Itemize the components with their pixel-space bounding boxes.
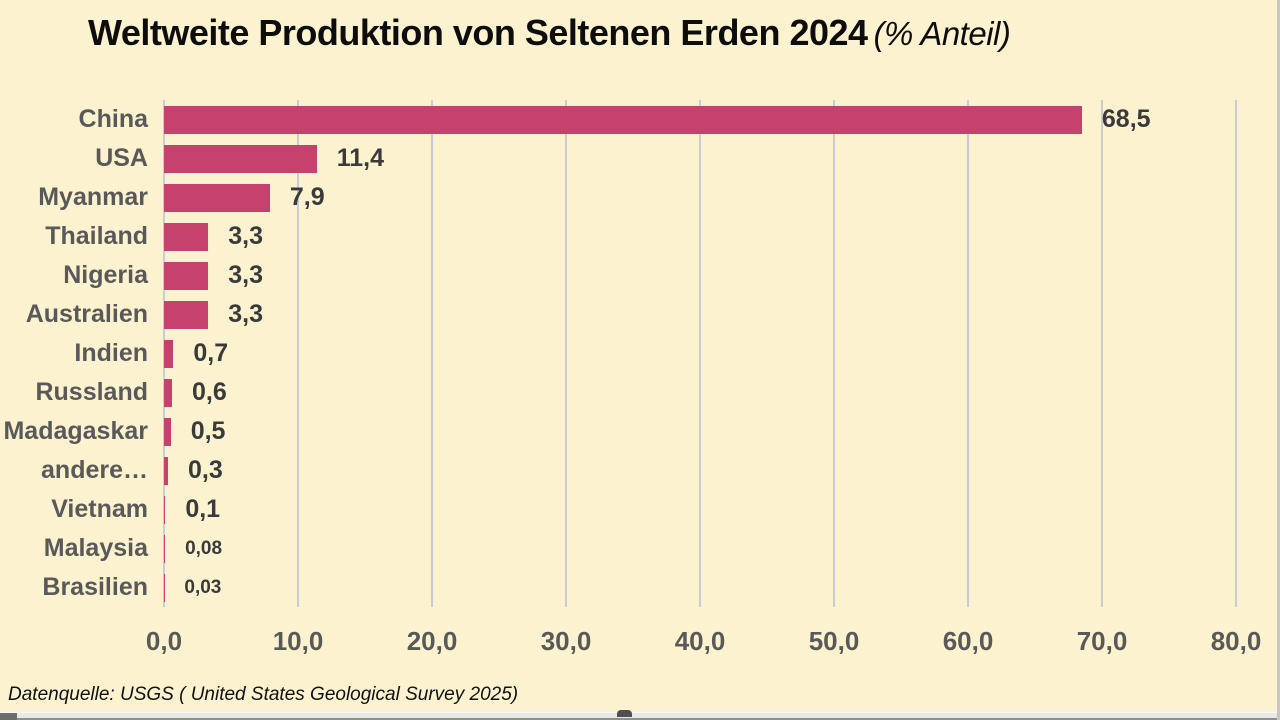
bar-row: 0,5 [164, 412, 1236, 451]
bar-row: 11,4 [164, 139, 1236, 178]
scrollbar-thumb[interactable] [617, 710, 632, 717]
bar [164, 222, 209, 251]
category-label: Madagaskar [3, 417, 148, 445]
window-right-border [1277, 0, 1280, 720]
gridline [967, 100, 969, 607]
source-note: Datenquelle: USGS ( United States Geolog… [8, 684, 519, 705]
bar-row: 0,03 [164, 568, 1236, 607]
bar-row: 0,1 [164, 490, 1236, 529]
bar [164, 183, 270, 212]
bar-row: 0,08 [164, 529, 1236, 568]
value-label: 0,3 [188, 456, 223, 484]
value-label: 3,3 [228, 300, 263, 328]
category-label: Brasilien [42, 573, 148, 601]
plot-area: 68,5 11,4 7,9 3,3 3,3 3,3 0,7 0,6 0,5 0,3 0,1 0,08 0… [163, 100, 1237, 607]
bar-row: 3,3 [164, 295, 1236, 334]
bar-row: 3,3 [164, 217, 1236, 256]
chart-title-text: Weltweite Produktion von Seltenen Erden … [88, 12, 868, 53]
chart-title-subtitle: (% Anteil) [873, 15, 1011, 52]
x-tick-label: 80,0 [1210, 626, 1262, 656]
bar [164, 456, 169, 485]
bar-row: 0,7 [164, 334, 1236, 373]
category-label: Thailand [45, 222, 148, 250]
bar-row: 7,9 [164, 178, 1236, 217]
value-label: 0,7 [193, 339, 229, 367]
x-tick-label: 70,0 [1076, 626, 1128, 656]
value-label: 0,5 [190, 417, 226, 445]
value-label: 0,6 [192, 378, 227, 406]
scrollbar-left-cap [0, 713, 17, 720]
bar [164, 339, 174, 368]
category-label: Russland [35, 378, 148, 406]
x-axis: 0,0 10,0 20,0 30,0 40,0 50,0 60,0 70,0 80,0 [146, 626, 1261, 666]
horizontal-scrollbar[interactable] [0, 710, 1280, 720]
gridline [699, 100, 701, 607]
chart-title: Weltweite Produktion von Seltenen Erden … [88, 12, 1238, 54]
category-label: Vietnam [51, 495, 148, 523]
category-label: Nigeria [63, 261, 148, 289]
x-tick-label: 20,0 [406, 626, 458, 656]
bar-row: 0,6 [164, 373, 1236, 412]
value-label: 0,1 [185, 495, 221, 523]
category-label: China [78, 105, 148, 133]
bar [164, 105, 1082, 134]
gridline [1235, 100, 1237, 607]
x-tick-label: 40,0 [674, 626, 726, 656]
x-tick-label: 0,0 [145, 626, 183, 656]
category-label: andere… [41, 456, 148, 484]
gridline [1101, 100, 1103, 607]
value-label: 3,3 [228, 261, 263, 289]
bar [164, 495, 166, 524]
value-label: 7,9 [289, 183, 325, 211]
bar-row: 68,5 [164, 100, 1236, 139]
bar [164, 300, 209, 329]
category-label: Indien [74, 339, 148, 367]
gridline [431, 100, 433, 607]
category-label: USA [95, 144, 148, 172]
x-tick-label: 30,0 [540, 626, 592, 656]
value-label: 68,5 [1101, 105, 1151, 133]
bar [164, 378, 173, 407]
bar [164, 144, 317, 173]
value-label: 0,03 [184, 577, 222, 598]
bar [164, 261, 209, 290]
category-label: Malaysia [43, 534, 148, 562]
gridline [833, 100, 835, 607]
bar-row: 3,3 [164, 256, 1236, 295]
value-label: 11,4 [336, 144, 385, 172]
value-label: 0,08 [185, 538, 223, 559]
category-label: Australien [25, 300, 148, 328]
x-tick-label: 50,0 [808, 626, 860, 656]
bar-row: 0,3 [164, 451, 1236, 490]
gridline [297, 100, 299, 607]
gridline [565, 100, 567, 607]
bar [164, 534, 166, 563]
category-label: Myanmar [38, 183, 148, 211]
x-tick-label: 60,0 [942, 626, 994, 656]
x-tick-label: 10,0 [272, 626, 324, 656]
value-label: 3,3 [228, 222, 263, 250]
bar [164, 417, 171, 446]
